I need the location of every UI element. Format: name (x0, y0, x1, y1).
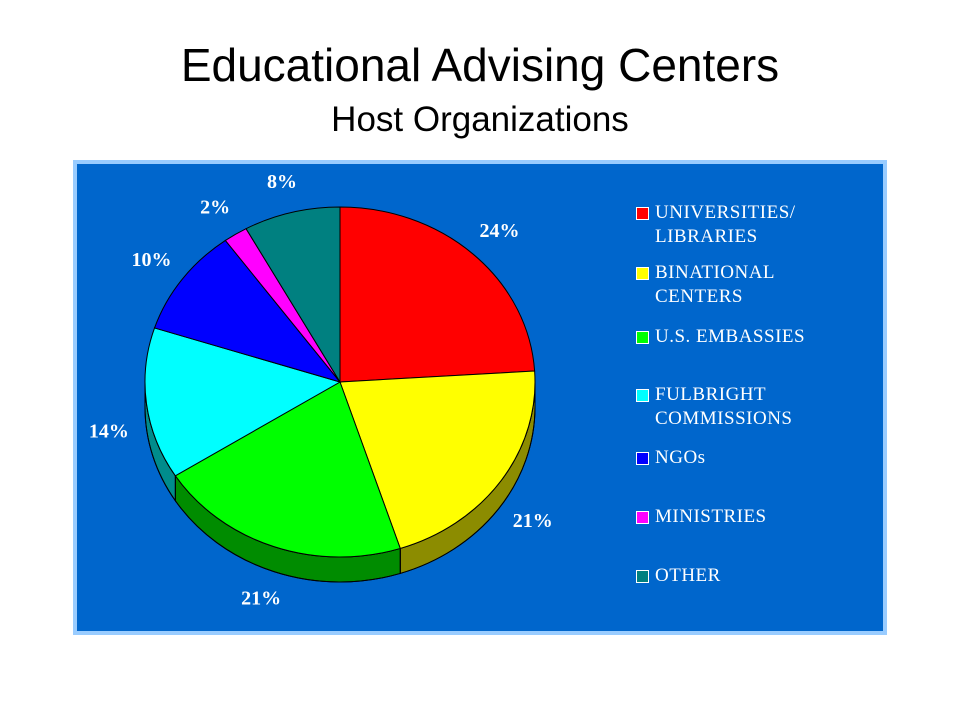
slice (245, 206, 341, 384)
legend-swatch (636, 267, 649, 280)
slice (144, 327, 342, 477)
data-label: 2% (200, 197, 230, 219)
legend-swatch (636, 331, 649, 344)
slice (153, 239, 342, 383)
legend-swatch (636, 511, 649, 524)
data-label: 8% (267, 171, 297, 193)
data-label: 21% (513, 510, 553, 532)
legend-swatch (636, 207, 649, 220)
data-label: 14% (89, 420, 129, 442)
legend-swatch (636, 389, 649, 402)
data-label: 10% (131, 249, 171, 271)
legend-label: OTHER (655, 565, 721, 586)
legend-swatch (636, 570, 649, 583)
legend-label: BINATIONAL CENTERS (655, 262, 775, 307)
legend-label: FULBRIGHT COMMISSIONS (655, 384, 793, 429)
data-label: 21% (241, 587, 281, 609)
chart-subtitle: Host Organizations (331, 100, 629, 139)
legend-label: MINISTRIES (655, 506, 767, 527)
chart-title: Educational Advising Centers (180, 39, 780, 91)
legend-label: NGOs (655, 447, 706, 468)
data-label: 24% (479, 220, 519, 242)
legend-label: UNIVERSITIES/ LIBRARIES (655, 202, 796, 247)
legend-swatch (636, 452, 649, 465)
legend-label: U.S. EMBASSIES (655, 326, 806, 347)
slice (339, 206, 536, 383)
slice (339, 370, 536, 550)
slice (174, 381, 401, 558)
